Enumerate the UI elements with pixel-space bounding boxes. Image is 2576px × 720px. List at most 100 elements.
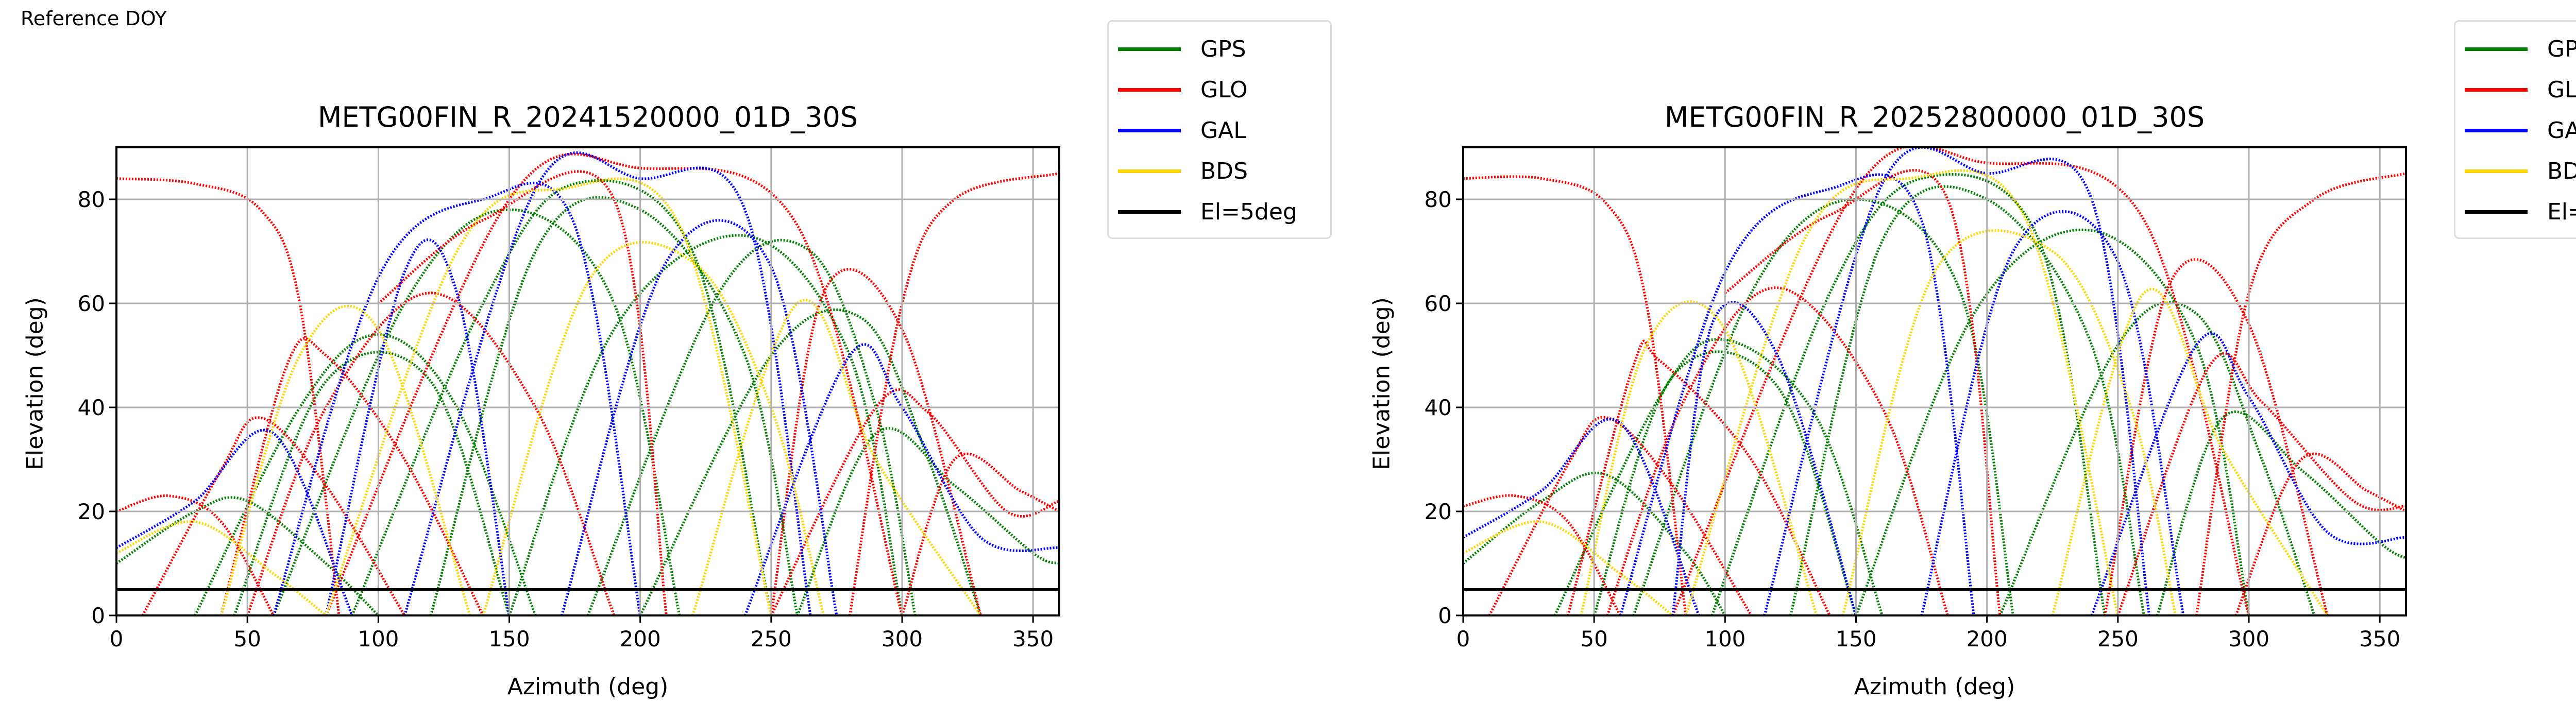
track-glo — [1606, 286, 1949, 615]
x-axis-label: Azimuth (deg) — [507, 674, 669, 700]
x-tick-label: 0 — [110, 626, 124, 652]
track-gps — [1592, 350, 1857, 615]
track-gal — [272, 181, 642, 615]
legend-item-bds: BDS — [2455, 151, 2576, 192]
legend-swatch — [1118, 210, 1181, 214]
track-gps — [351, 179, 773, 615]
track-glo — [377, 170, 668, 615]
track-gps — [1632, 198, 2014, 615]
legend-item-elevation-mask: El=5deg — [2455, 192, 2576, 232]
track-glo — [848, 172, 1059, 615]
x-tick-label: 300 — [882, 626, 923, 652]
track-bds — [1463, 520, 1674, 615]
x-tick-label: 200 — [620, 626, 661, 652]
track-gal — [1920, 210, 2185, 615]
track-glo — [901, 452, 1059, 615]
chart-title: METG00FIN_R_20241520000_01D_30S — [317, 101, 858, 133]
track-glo — [116, 177, 341, 615]
track-bds — [1841, 229, 2177, 615]
track-gps — [2156, 410, 2406, 615]
track-bds — [691, 298, 982, 615]
x-tick-label: 150 — [1835, 626, 1876, 652]
legend-item-glo: GLO — [1109, 70, 1330, 110]
track-glo — [2116, 352, 2406, 615]
track-gal — [1463, 418, 1700, 615]
y-axis-label: Elevation (deg) — [1368, 297, 1395, 470]
track-gal — [325, 238, 511, 615]
legend-item-gal: GAL — [1109, 110, 1330, 151]
track-glo — [1566, 339, 1831, 615]
y-tick-label: 20 — [1425, 499, 1452, 524]
plot-area: 0 50 100 150 200 250 300 350 0 20 40 60 80 — [78, 146, 1060, 652]
track-gps — [1789, 185, 2146, 615]
legend-swatch — [1118, 129, 1181, 132]
track-gps — [1710, 173, 2106, 615]
track-gps — [639, 308, 982, 615]
legend-swatch — [2465, 88, 2528, 92]
legend-swatch — [1118, 169, 1181, 173]
track-gps — [508, 234, 904, 615]
track-glo — [2103, 258, 2329, 615]
track-bds — [116, 520, 327, 615]
x-tick-label: 250 — [2097, 626, 2139, 652]
track-gps — [194, 333, 537, 615]
track-gps — [1463, 471, 1726, 615]
legend-item-glo: GLO — [2455, 70, 2576, 110]
legend: GPS GLO GAL BDS El=5deg — [1107, 20, 1332, 239]
track-gal — [2090, 332, 2406, 615]
track-glo — [116, 494, 275, 615]
legend-item-elevation-mask: El=5deg — [1109, 192, 1330, 232]
legend-item-gps: GPS — [1109, 29, 1330, 70]
x-tick-label: 300 — [2228, 626, 2269, 652]
y-tick-label: 80 — [78, 187, 105, 212]
y-tick-label: 40 — [1425, 395, 1452, 420]
x-tick-label: 350 — [2359, 626, 2400, 652]
track-gal — [743, 343, 1059, 615]
data-layer — [1463, 147, 2406, 615]
track-gps — [796, 427, 1059, 615]
reference-doy-label: Reference DOY — [21, 7, 167, 30]
legend-swatch — [2465, 210, 2528, 214]
track-gal — [1763, 147, 2151, 615]
track-glo — [141, 416, 406, 615]
track-glo — [2234, 452, 2406, 615]
y-axis-label: Elevation (deg) — [22, 297, 48, 470]
track-glo — [325, 152, 904, 615]
track-glo — [1463, 175, 1687, 615]
track-bds — [325, 177, 773, 615]
chart-title: METG00FIN_R_20252800000_01D_30S — [1664, 101, 2205, 133]
x-tick-label: 100 — [358, 626, 399, 652]
x-tick-label: 50 — [1580, 626, 1607, 652]
y-tick-label: 40 — [78, 395, 105, 420]
x-tick-label: 350 — [1012, 626, 1054, 652]
legend-item-bds: BDS — [1109, 151, 1330, 192]
axes-frame — [1462, 146, 2407, 616]
track-gal — [403, 151, 812, 615]
skyplot-figure-2: METG00FIN_R_20252800000_01D_30S 0 50 100 15… — [1347, 0, 2576, 720]
y-tick-label: 60 — [78, 291, 105, 316]
track-gal — [116, 428, 353, 615]
x-tick-label: 200 — [1967, 626, 2008, 652]
x-tick-label: 250 — [751, 626, 792, 652]
legend: GPS GLO GAL BDS El=5deg — [2454, 20, 2576, 239]
y-tick-label: 20 — [78, 499, 105, 524]
track-bds — [1684, 169, 2120, 615]
y-tick-label: 0 — [1438, 603, 1452, 628]
data-layer — [116, 151, 1059, 615]
axes-frame — [115, 146, 1060, 616]
track-gps — [429, 196, 799, 615]
track-glo — [1488, 416, 1753, 615]
track-gps — [1855, 228, 2250, 615]
track-gps — [1998, 300, 2316, 615]
legend-swatch — [1118, 47, 1181, 51]
track-bds — [2051, 287, 2329, 615]
track-bds — [482, 241, 825, 615]
x-tick-label: 100 — [1704, 626, 1745, 652]
legend-swatch — [2465, 129, 2528, 132]
x-axis-label: Azimuth (deg) — [1854, 674, 2015, 700]
y-tick-label: 60 — [1425, 291, 1452, 316]
legend-swatch — [2465, 47, 2528, 51]
track-bds — [1580, 300, 1818, 615]
track-gal — [560, 219, 838, 615]
track-bds — [219, 304, 471, 615]
